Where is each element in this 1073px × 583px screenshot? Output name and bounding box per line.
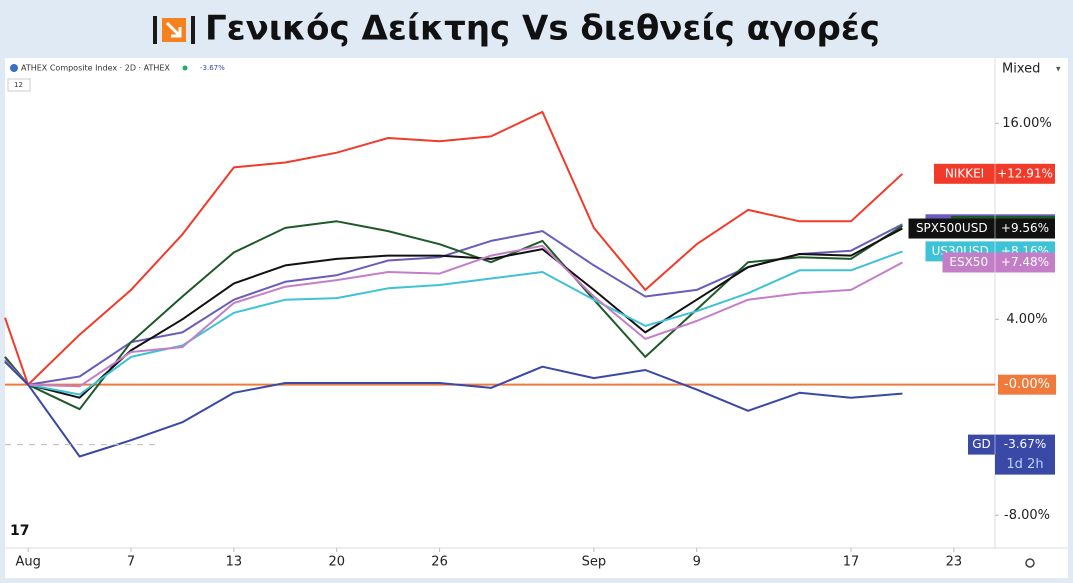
tick-box bbox=[998, 374, 1056, 395]
x-tick-label: 9 bbox=[693, 555, 701, 570]
legend-name: GD bbox=[972, 437, 991, 451]
tag-box bbox=[968, 434, 995, 455]
title-icon bbox=[153, 16, 195, 44]
x-tick-label: Aug bbox=[15, 555, 40, 570]
series-line bbox=[4, 244, 903, 388]
tag-box bbox=[908, 218, 1055, 239]
x-tick-label: 23 bbox=[946, 555, 963, 570]
interval-badge: 12 bbox=[14, 81, 23, 89]
y-tick-label: -0.00% bbox=[1004, 377, 1050, 392]
header-value: -3.67% bbox=[200, 64, 225, 72]
x-tick-label: Sep bbox=[582, 555, 607, 570]
series-line bbox=[4, 361, 903, 458]
tag-value: -3.67% bbox=[1004, 437, 1046, 451]
badge bbox=[7, 78, 31, 92]
y-tick-label: 16.00% bbox=[1002, 116, 1052, 131]
series-line bbox=[4, 250, 903, 396]
x-tick-label: 17 bbox=[843, 555, 860, 570]
y-tick-label: -8.00% bbox=[1004, 508, 1050, 523]
status-dot bbox=[182, 65, 188, 71]
tag-value: +9.56% bbox=[1001, 221, 1049, 235]
logo: 17 bbox=[10, 523, 29, 539]
legend-name: NIKKEI bbox=[945, 166, 984, 180]
tag-value: +7.48% bbox=[1001, 255, 1049, 269]
tag-sub: 1d 2h bbox=[1006, 457, 1043, 472]
settings-icon[interactable] bbox=[1025, 558, 1035, 568]
legend-name: SPX500USD bbox=[916, 221, 988, 235]
tag-box bbox=[995, 434, 1055, 475]
tag-value: +12.91% bbox=[997, 166, 1053, 180]
tag-box bbox=[942, 252, 1055, 273]
x-tick-label: 13 bbox=[226, 555, 243, 570]
x-tick-label: 20 bbox=[328, 555, 345, 570]
scale-mode[interactable]: Mixed bbox=[1002, 62, 1040, 77]
symbol-icon bbox=[10, 64, 18, 72]
y-tick-label: 4.00% bbox=[1006, 312, 1047, 327]
legend-name: ESX50 bbox=[949, 255, 988, 269]
chart-title: Γενικός Δείκτης Vs διεθνείς αγορές bbox=[205, 9, 880, 49]
series-line bbox=[4, 227, 903, 399]
x-tick-label: 7 bbox=[127, 555, 135, 570]
series-line bbox=[4, 220, 903, 411]
series-line bbox=[4, 110, 904, 386]
dropdown-arrow[interactable]: ▾ bbox=[1056, 65, 1061, 75]
header: ATHEX Composite Index · 2D · ATHEX bbox=[21, 64, 170, 73]
x-tick-label: 26 bbox=[431, 555, 448, 570]
plot-background bbox=[5, 58, 1068, 578]
